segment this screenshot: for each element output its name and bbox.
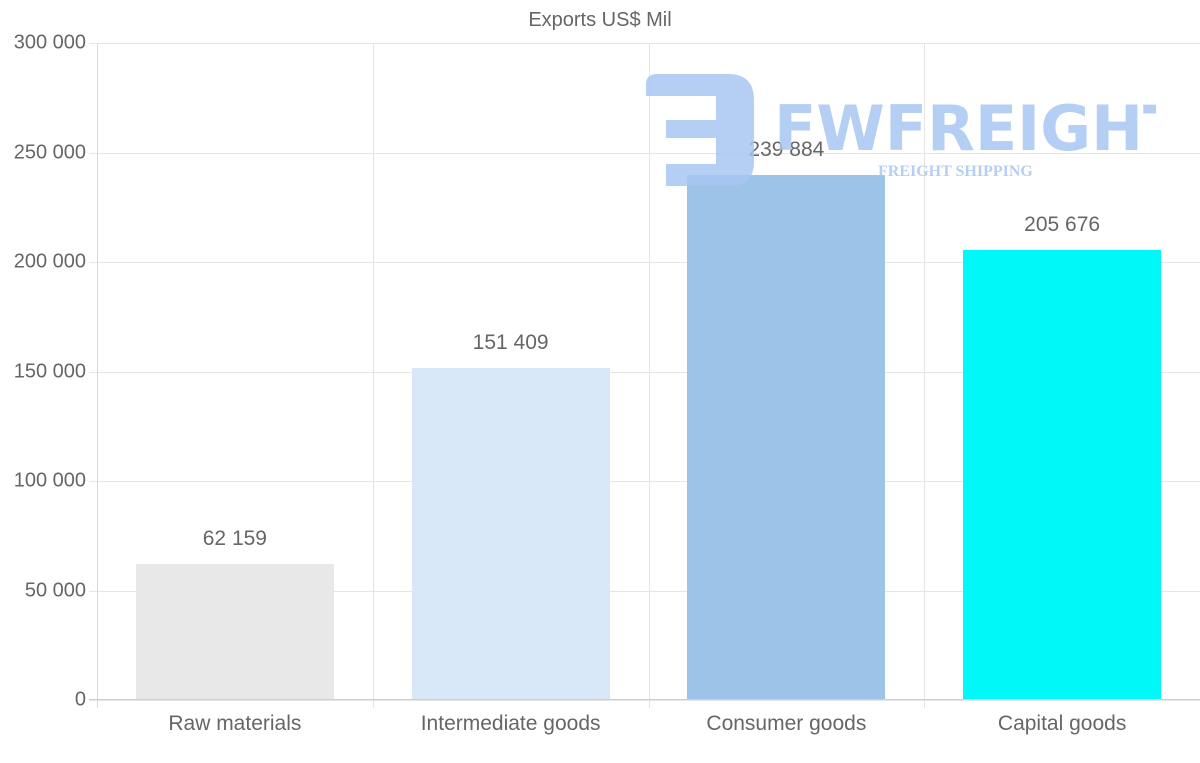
plot-area: 62 159 151 409 239 884 205 676 (89, 43, 1200, 708)
bar-value-label: 62 159 (202, 526, 267, 550)
x-tick-label: Raw materials (168, 712, 302, 735)
bar-value-label: 151 409 (472, 331, 549, 355)
x-axis-line (89, 699, 1200, 700)
y-tick-label: 150 000 (13, 360, 86, 382)
gridline-vertical (372, 43, 374, 708)
bar-consumer-goods[interactable] (687, 174, 886, 700)
gridline-vertical (648, 43, 650, 708)
gridline-horizontal (89, 481, 1200, 482)
y-tick-label: 200 000 (13, 250, 86, 273)
gridline-horizontal (89, 700, 1200, 701)
bar-capital-goods[interactable] (963, 249, 1162, 700)
chart-title: Exports US$ Mil (528, 9, 672, 31)
x-tick-label: Intermediate goods (420, 712, 601, 735)
gridline-horizontal (89, 152, 1200, 154)
gridline-horizontal (89, 262, 1200, 263)
x-tick-label: Consumer goods (706, 712, 867, 735)
y-tick-label: 250 000 (13, 141, 86, 163)
gridline-horizontal (89, 590, 1200, 592)
y-tick-label: 300 000 (13, 31, 86, 54)
gridline-horizontal (89, 43, 1200, 44)
y-axis-line (97, 43, 98, 708)
bar-value-label: 239 884 (748, 137, 825, 161)
y-tick-label: 100 000 (13, 469, 86, 492)
bar-value-label: 205 676 (1024, 212, 1101, 236)
x-tick-label: Capital goods (997, 712, 1127, 735)
gridline-horizontal (89, 371, 1200, 373)
bar-intermediate-goods[interactable] (411, 368, 610, 700)
y-tick-label: 0 (74, 688, 86, 711)
bar-raw-materials[interactable] (135, 563, 334, 700)
y-tick-label: 50 000 (24, 579, 86, 601)
gridline-vertical (924, 43, 926, 708)
